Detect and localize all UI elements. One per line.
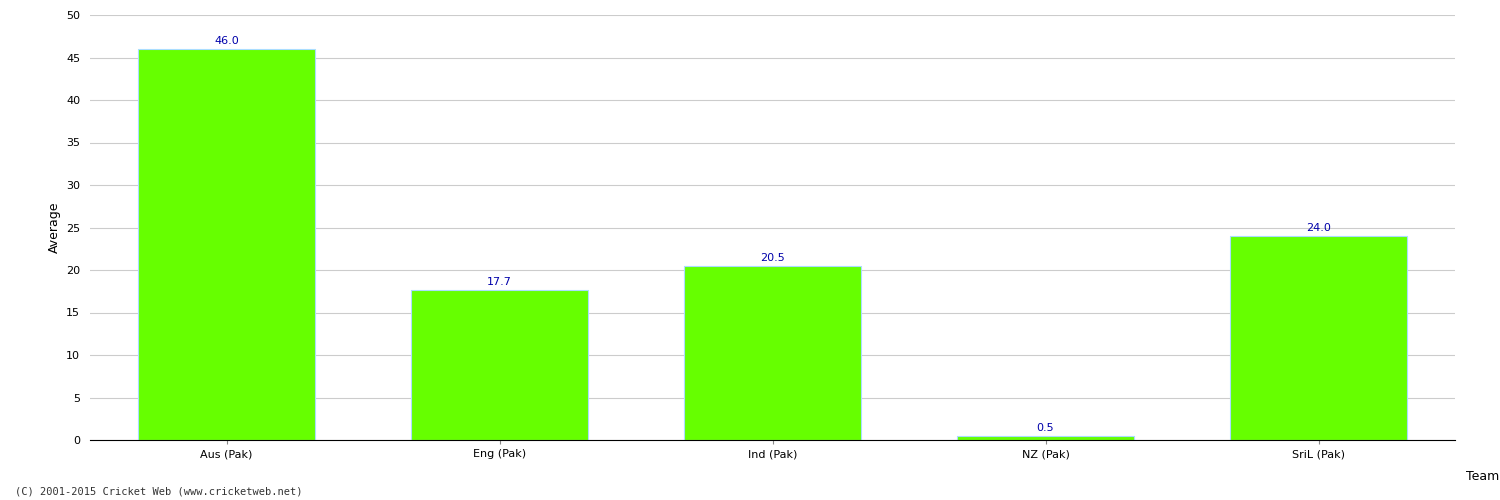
Bar xyxy=(957,436,1134,440)
Text: 17.7: 17.7 xyxy=(488,277,512,287)
Y-axis label: Average: Average xyxy=(48,202,60,253)
X-axis label: Team: Team xyxy=(1466,470,1498,483)
Bar xyxy=(1230,236,1407,440)
Bar xyxy=(138,49,315,440)
Bar xyxy=(684,266,861,440)
Text: 46.0: 46.0 xyxy=(214,36,238,46)
Text: 0.5: 0.5 xyxy=(1036,423,1054,433)
Text: 20.5: 20.5 xyxy=(760,253,784,263)
Text: 24.0: 24.0 xyxy=(1306,224,1330,234)
Bar xyxy=(411,290,588,440)
Text: (C) 2001-2015 Cricket Web (www.cricketweb.net): (C) 2001-2015 Cricket Web (www.cricketwe… xyxy=(15,487,303,497)
